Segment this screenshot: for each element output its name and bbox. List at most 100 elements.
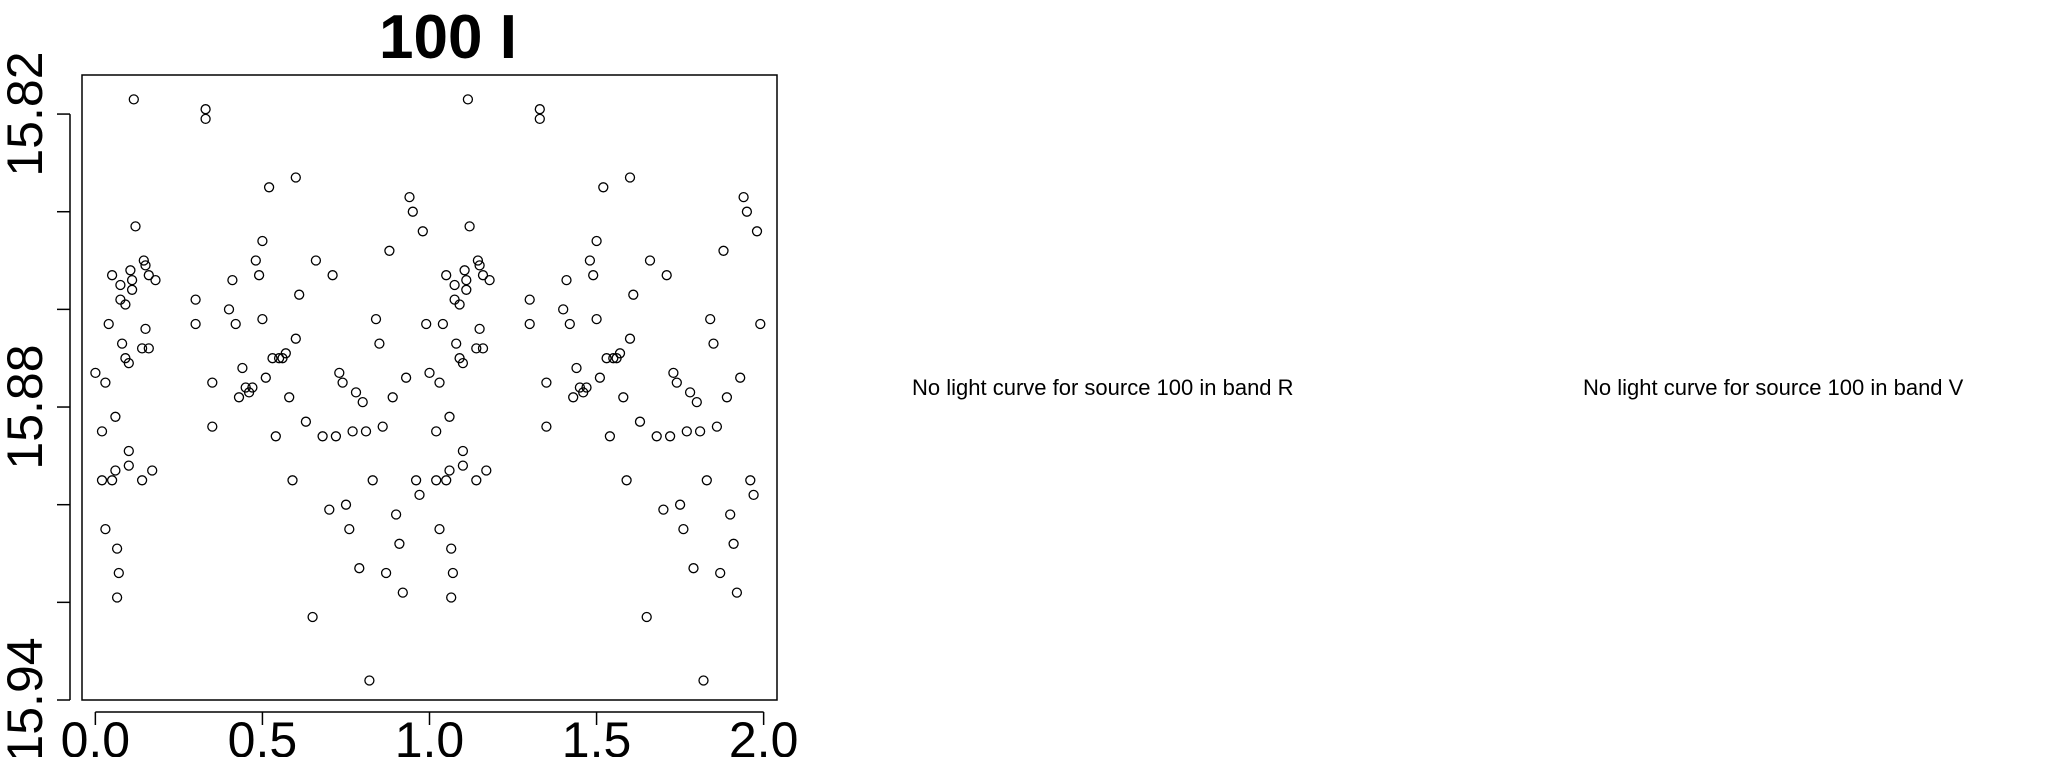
data-point bbox=[664, 431, 676, 442]
data-point bbox=[457, 357, 469, 369]
data-point bbox=[96, 426, 108, 437]
data-point bbox=[681, 426, 692, 437]
data-point bbox=[751, 226, 763, 237]
data-point bbox=[106, 475, 118, 486]
data-point bbox=[634, 416, 646, 427]
data-point bbox=[350, 387, 362, 398]
data-point bbox=[120, 299, 131, 310]
data-point bbox=[257, 235, 268, 247]
data-point bbox=[568, 392, 579, 403]
data-points bbox=[90, 94, 766, 686]
data-point bbox=[441, 475, 452, 486]
data-point bbox=[200, 113, 211, 125]
data-point bbox=[128, 94, 139, 105]
data-point bbox=[624, 172, 636, 183]
data-point bbox=[477, 270, 489, 281]
data-point bbox=[457, 460, 469, 471]
plot-frame bbox=[81, 74, 778, 701]
x-tick-label: 2.0 bbox=[729, 712, 799, 757]
data-point bbox=[237, 362, 248, 374]
data-point bbox=[290, 172, 301, 183]
data-point bbox=[267, 353, 278, 364]
data-point bbox=[410, 475, 422, 486]
data-point bbox=[103, 318, 114, 330]
data-point bbox=[464, 221, 475, 232]
data-point bbox=[725, 509, 736, 520]
data-point bbox=[130, 221, 141, 232]
data-point bbox=[287, 475, 298, 486]
data-point bbox=[116, 338, 128, 349]
data-point bbox=[541, 377, 552, 388]
data-point bbox=[223, 304, 235, 315]
data-point bbox=[462, 94, 474, 105]
data-point bbox=[113, 567, 124, 579]
data-point bbox=[111, 543, 123, 554]
data-point bbox=[115, 294, 126, 305]
data-point bbox=[524, 318, 535, 330]
data-point bbox=[377, 421, 388, 432]
data-point bbox=[684, 387, 696, 398]
data-point bbox=[110, 465, 121, 476]
chart-title: 100 I bbox=[379, 3, 517, 72]
data-point bbox=[136, 343, 148, 354]
data-point bbox=[461, 274, 472, 286]
data-point bbox=[126, 284, 138, 295]
data-point bbox=[437, 318, 449, 330]
x-tick-label: 1.0 bbox=[395, 712, 465, 757]
data-point bbox=[461, 284, 472, 295]
data-point bbox=[745, 475, 756, 486]
data-point bbox=[280, 348, 291, 359]
data-point bbox=[651, 431, 662, 442]
y-tick-label: 15.82 bbox=[0, 52, 53, 177]
data-point bbox=[270, 431, 281, 442]
data-point bbox=[123, 357, 134, 369]
data-point bbox=[474, 260, 485, 271]
data-point bbox=[658, 504, 669, 515]
data-point bbox=[688, 563, 699, 574]
data-point bbox=[290, 333, 301, 344]
data-point bbox=[344, 523, 355, 535]
no-light-curve-message-band-v: No light curve for source 100 in band V bbox=[1583, 375, 1964, 400]
data-point bbox=[601, 353, 612, 364]
data-point bbox=[671, 377, 682, 388]
data-point bbox=[250, 255, 261, 266]
data-point bbox=[471, 475, 482, 486]
data-point bbox=[705, 313, 716, 325]
data-point bbox=[207, 421, 218, 432]
data-point bbox=[621, 475, 632, 486]
data-point bbox=[110, 411, 121, 422]
data-point bbox=[414, 489, 425, 501]
data-point bbox=[691, 396, 702, 408]
data-point bbox=[394, 538, 405, 549]
data-point bbox=[357, 396, 368, 408]
data-point bbox=[608, 353, 619, 364]
data-point bbox=[360, 426, 372, 437]
data-point bbox=[481, 465, 492, 476]
data-point bbox=[294, 289, 305, 300]
data-point bbox=[421, 318, 432, 330]
data-point bbox=[644, 255, 656, 266]
data-point bbox=[534, 104, 545, 115]
data-point bbox=[694, 426, 706, 437]
data-point bbox=[581, 382, 592, 393]
data-point bbox=[701, 475, 712, 486]
data-point bbox=[347, 426, 358, 437]
data-point bbox=[260, 372, 271, 383]
data-point bbox=[446, 592, 457, 603]
data-point bbox=[125, 265, 136, 276]
data-point bbox=[100, 523, 111, 535]
data-point bbox=[307, 611, 318, 623]
data-point bbox=[364, 675, 375, 686]
data-point bbox=[190, 318, 201, 330]
data-point bbox=[434, 377, 445, 388]
data-point bbox=[310, 255, 322, 266]
data-point bbox=[441, 270, 452, 281]
data-point bbox=[454, 299, 465, 310]
data-point bbox=[337, 377, 348, 388]
y-axis: 15.82 15.88 15.94 bbox=[0, 52, 71, 757]
data-point bbox=[100, 377, 111, 388]
data-point bbox=[424, 367, 435, 379]
data-point bbox=[397, 587, 408, 598]
data-point bbox=[273, 353, 285, 364]
light-curve-chart-band-i: 100 I 0.0 0.5 1.0 1.5 2.0 15.82 15.88 15.94 bbox=[0, 3, 799, 757]
